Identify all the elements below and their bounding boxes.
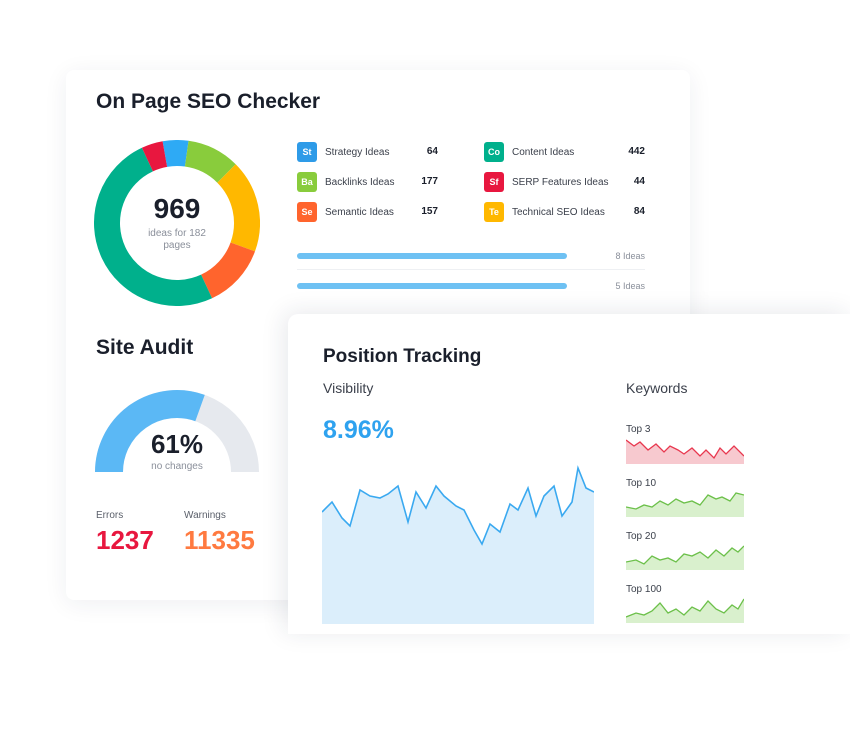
- donut-segment: [216, 164, 260, 252]
- idea-label: Semantic Ideas: [325, 206, 394, 218]
- ideas-progress-bar: [297, 283, 567, 289]
- idea-item-serp-features[interactable]: Sf SERP Features Ideas: [484, 172, 609, 192]
- gauge-fill: [95, 390, 205, 473]
- visibility-value: 8.96%: [323, 416, 394, 444]
- idea-count: 442: [628, 146, 645, 157]
- idea-label: SERP Features Ideas: [512, 176, 609, 188]
- idea-count: 84: [633, 206, 645, 217]
- backlinks-badge: Ba: [297, 172, 317, 192]
- warnings-label: Warnings: [184, 510, 226, 521]
- audit-percent: 61%: [150, 429, 204, 459]
- idea-item-backlinks[interactable]: Ba Backlinks Ideas: [297, 172, 394, 192]
- donut-segment: [94, 147, 213, 306]
- idea-item-strategy[interactable]: St Strategy Ideas: [297, 142, 389, 162]
- site-audit-title: Site Audit: [96, 336, 194, 359]
- keywords-label: Keywords: [626, 380, 688, 396]
- top-100-sparkline: [626, 598, 744, 623]
- position-tracking-title: Position Tracking: [323, 346, 482, 367]
- ideas-progress-bar: [297, 253, 567, 259]
- top-20-sparkline: [626, 545, 744, 570]
- keyword-bucket-label: Top 100: [626, 584, 662, 595]
- seo-checker-title: On Page SEO Checker: [96, 90, 321, 113]
- ideas-bar-note: 8 Ideas: [615, 251, 645, 261]
- idea-item-semantic[interactable]: Se Semantic Ideas: [297, 202, 394, 222]
- ideas-donut-chart: [94, 140, 260, 306]
- visibility-label: Visibility: [323, 380, 374, 396]
- site-audit-gauge: [95, 390, 259, 473]
- donut-segment: [200, 241, 255, 299]
- idea-count: 64: [426, 146, 438, 157]
- top-10-sparkline: [626, 492, 744, 517]
- visibility-area: [322, 468, 594, 624]
- idea-count: 177: [421, 176, 438, 187]
- content-badge: Co: [484, 142, 504, 162]
- semantic-badge: Se: [297, 202, 317, 222]
- idea-item-content[interactable]: Co Content Ideas: [484, 142, 574, 162]
- keyword-bucket-label: Top 3: [626, 424, 651, 435]
- visibility-line: [322, 465, 594, 546]
- warnings-value: 11335: [184, 525, 255, 555]
- idea-label: Content Ideas: [512, 146, 575, 158]
- ideas-total-caption: ideas for 182 pages: [148, 228, 206, 251]
- technical-seo-badge: Te: [484, 202, 504, 222]
- idea-label: Technical SEO Ideas: [512, 206, 605, 218]
- visibility-chart: [322, 465, 594, 624]
- donut-segment: [141, 141, 168, 172]
- gauge-center: 61% no changes: [94, 430, 260, 472]
- divider: [297, 269, 645, 270]
- audit-caption: no changes: [151, 461, 203, 472]
- errors-label: Errors: [96, 510, 124, 521]
- donut-segment: [184, 140, 236, 184]
- idea-count: 44: [633, 176, 645, 187]
- idea-label: Backlinks Ideas: [325, 176, 395, 188]
- idea-label: Strategy Ideas: [325, 146, 390, 158]
- ideas-bar-note: 5 Ideas: [615, 281, 645, 291]
- idea-count: 157: [421, 206, 438, 217]
- ideas-total: 969: [153, 193, 201, 224]
- donut-center: 969 ideas for 182 pages: [94, 140, 260, 306]
- top-3-sparkline: [626, 439, 744, 464]
- serp-features-badge: Sf: [484, 172, 504, 192]
- strategy-badge: St: [297, 142, 317, 162]
- errors-value: 1237: [96, 525, 154, 555]
- keyword-bucket-label: Top 20: [626, 531, 657, 542]
- idea-item-technical-seo[interactable]: Te Technical SEO Ideas: [484, 202, 605, 222]
- donut-segment: [162, 140, 189, 167]
- keyword-bucket-label: Top 10: [626, 478, 657, 489]
